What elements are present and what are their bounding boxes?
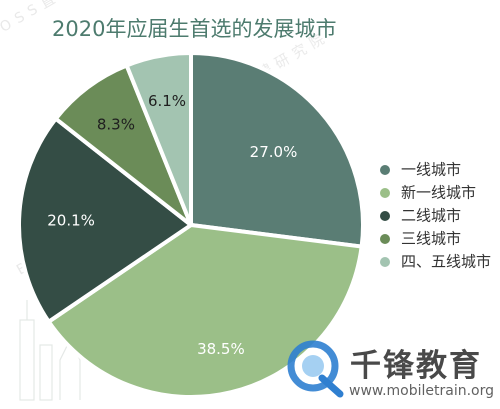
pie-label-3: 20.1% <box>47 211 95 229</box>
legend-swatch-1 <box>380 165 390 175</box>
pie-slices <box>17 51 365 399</box>
legend-label-3: 二线城市 <box>401 207 461 225</box>
pie-labels: 27.0% 38.5% 20.1% 8.3% 6.1% <box>47 92 297 358</box>
legend-swatch-4 <box>380 234 390 244</box>
legend-label-5: 四、五线城市 <box>401 253 491 271</box>
legend-label-4: 三线城市 <box>401 230 461 248</box>
legend-label-2: 新一线城市 <box>401 184 476 202</box>
pie-slice-5 <box>124 51 193 227</box>
pie-label-2: 38.5% <box>197 340 245 358</box>
pie-slice-3 <box>17 116 193 324</box>
pie-slice-1 <box>189 51 365 249</box>
chart-title: 2020年应届生首选的发展城市 <box>52 17 336 41</box>
legend-swatch-5 <box>380 257 390 267</box>
legend-swatch-3 <box>380 211 390 221</box>
pie-label-1: 27.0% <box>250 143 298 161</box>
brand-name: 千锋教育 <box>350 348 482 384</box>
brand-url: www.mobiletrain.org <box>349 383 494 399</box>
pie-slice-2 <box>46 223 364 399</box>
q-logo-icon <box>287 340 344 398</box>
pie-label-4: 8.3% <box>97 116 135 134</box>
pie-label-5: 6.1% <box>148 92 186 110</box>
brand-watermark: 千锋教育 www.mobiletrain.org <box>287 340 494 399</box>
legend-label-1: 一线城市 <box>401 161 461 179</box>
legend-swatch-2 <box>380 188 390 198</box>
